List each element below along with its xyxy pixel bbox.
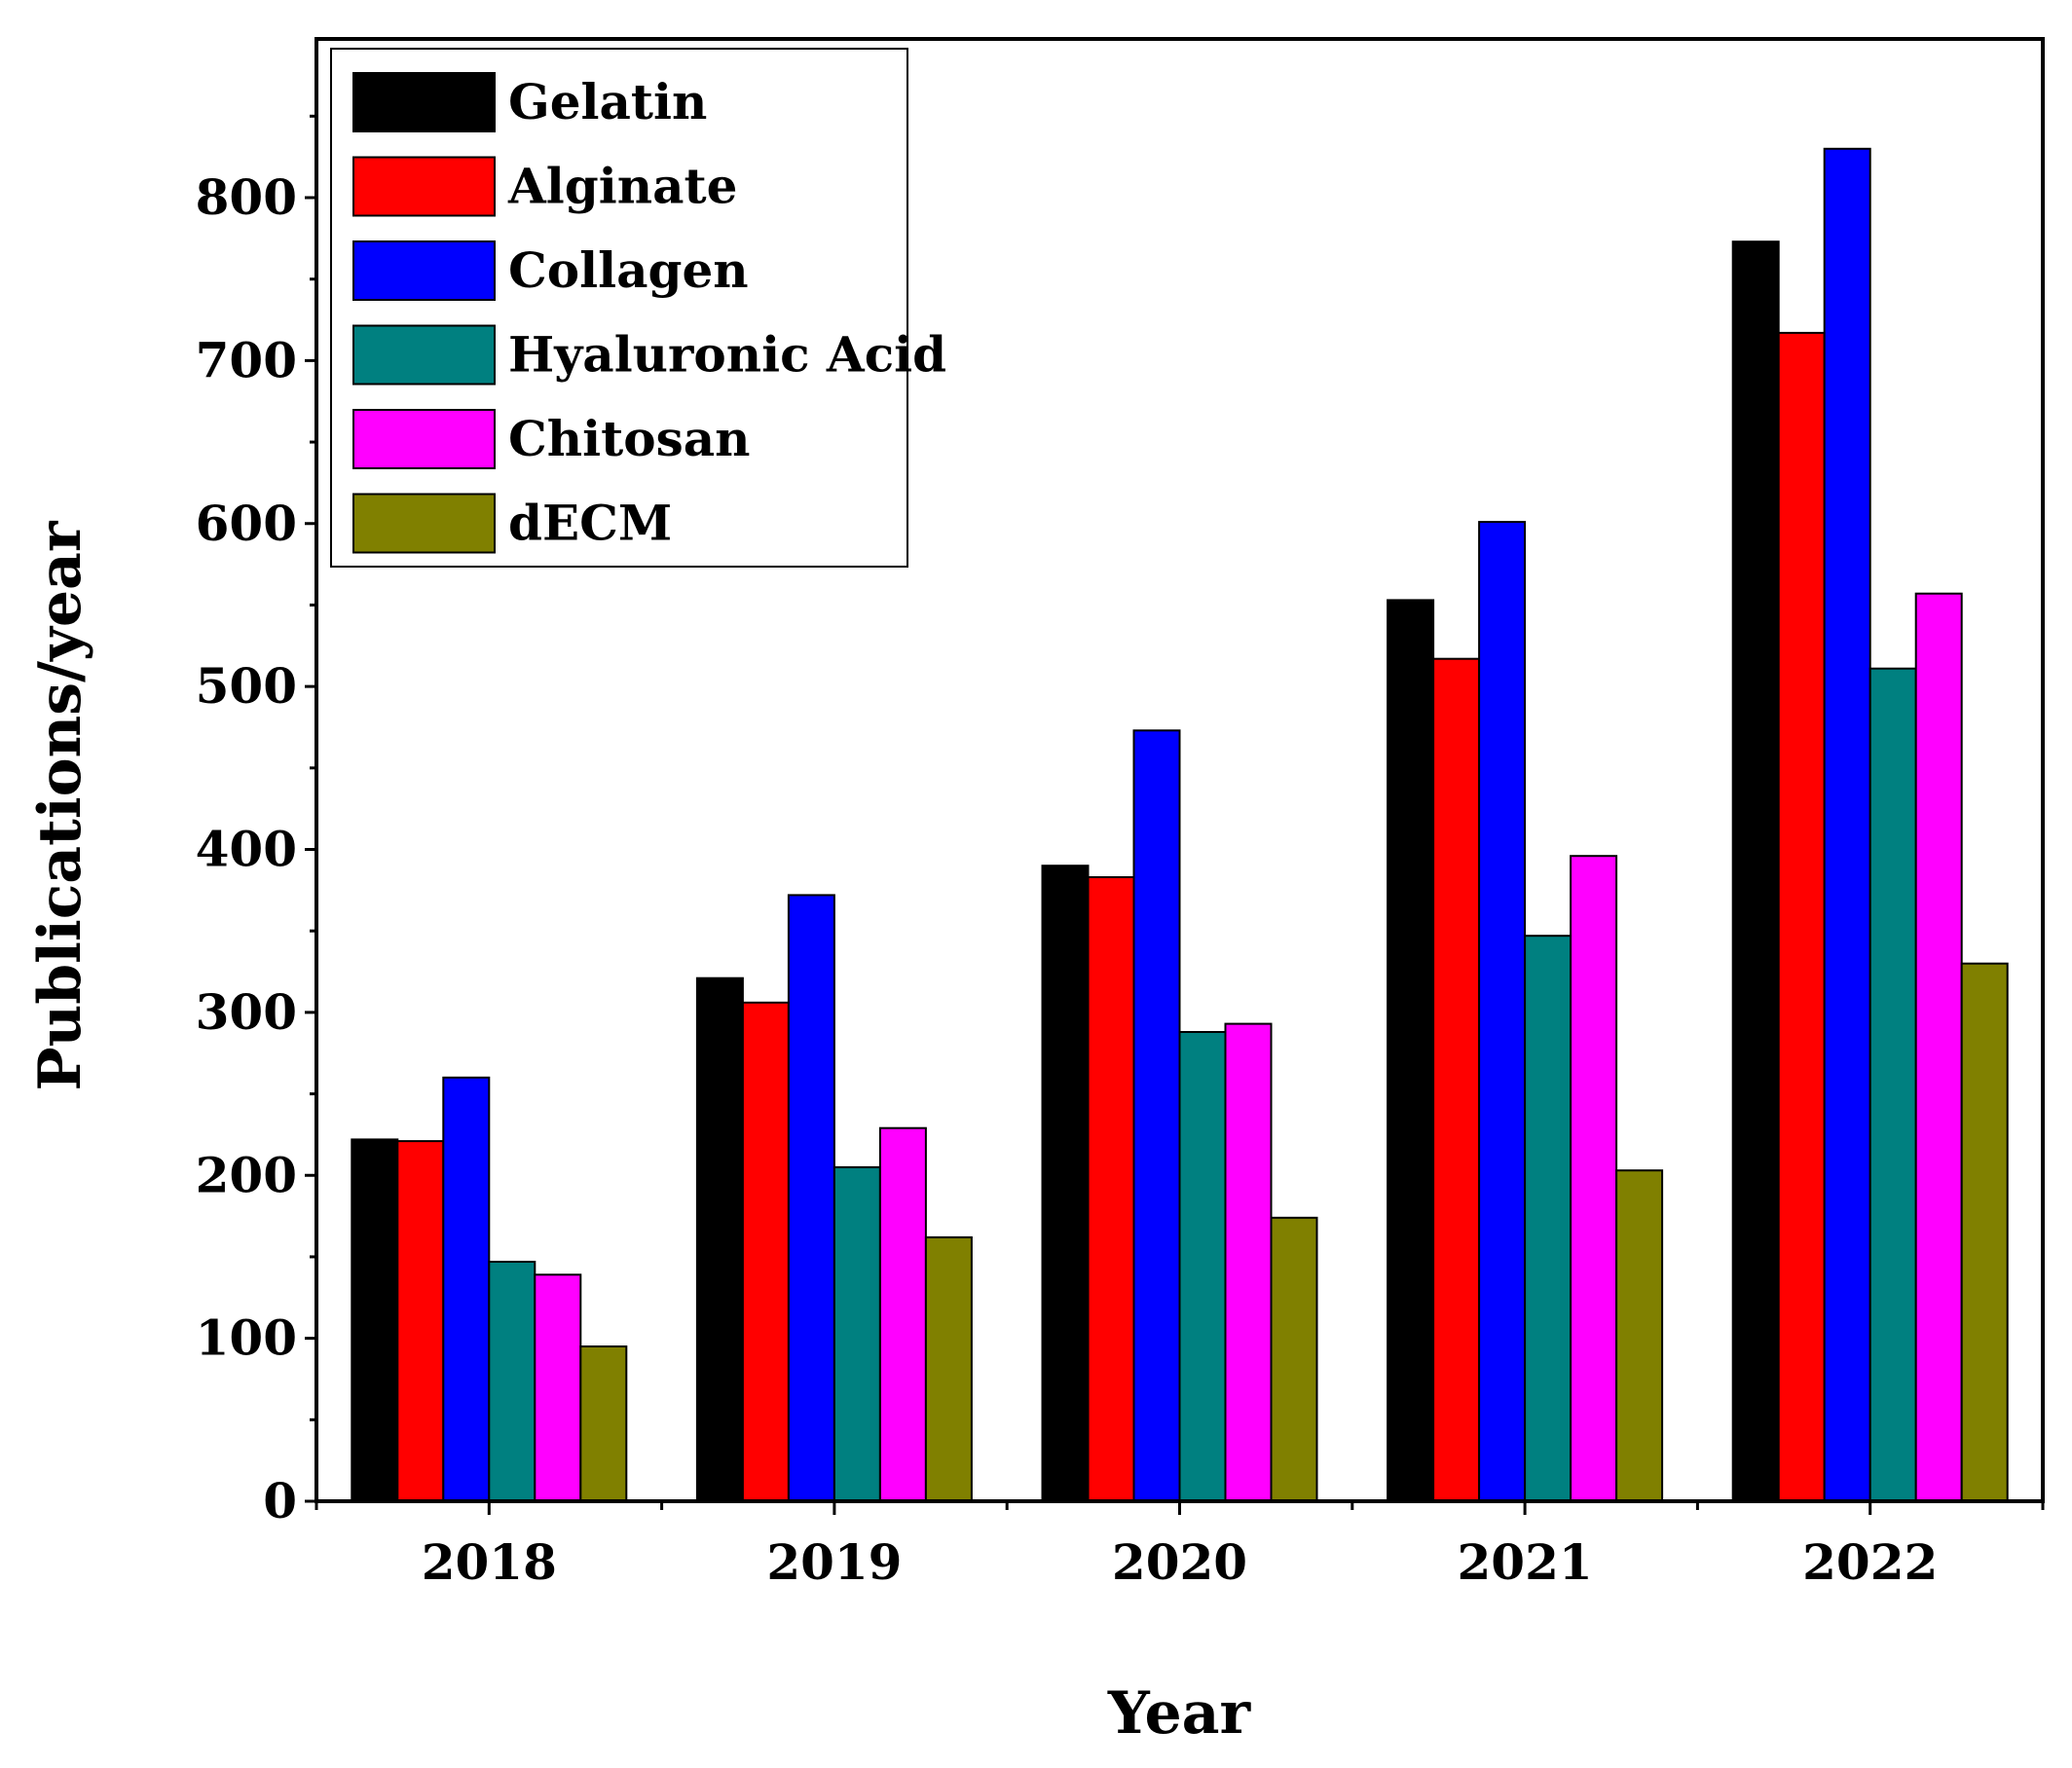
bar-gelatin-2018 [351,1138,399,1503]
bar-chitosan-2019 [878,1126,927,1502]
legend-label-alginate: Alginate [507,158,737,215]
bar-hyaluronic-acid-2020 [1178,1031,1227,1502]
bar-alginate-2020 [1087,876,1135,1502]
legend-swatch-gelatin [352,72,496,132]
legend-box [330,48,908,568]
bar-chitosan-2018 [534,1273,582,1503]
legend-label-decm: dECM [508,495,672,552]
x-tick-label: 2020 [1112,1533,1247,1591]
bar-gelatin-2020 [1041,865,1090,1502]
y-tick-label: 500 [196,657,297,715]
x-tick-label: 2018 [422,1533,557,1591]
y-tick-label: 700 [196,331,297,388]
bar-hyaluronic-acid-2022 [1868,667,1917,1502]
bar-chitosan-2022 [1914,592,1963,1502]
bar-gelatin-2021 [1387,599,1435,1502]
x-axis-title: Year [1107,1679,1252,1748]
x-tick-label: 2021 [1458,1533,1593,1591]
legend-swatch-hyaluronic-acid [352,324,496,386]
y-tick-label: 400 [196,821,297,878]
bar-decm-2018 [579,1345,628,1502]
bar-chitosan-2020 [1224,1022,1273,1502]
bar-decm-2022 [1960,962,2009,1502]
y-tick-label: 600 [196,495,297,552]
axes-layer: 0 100 200 300 400 500 600 700 800 2018 2019 2020 202… [196,114,2045,1591]
bars-layer [351,147,2009,1503]
y-tick-label: 0 [263,1472,297,1529]
x-tick-label: 2022 [1802,1533,1938,1591]
y-tick-label: 300 [196,983,297,1041]
bar-gelatin-2022 [1731,240,1780,1503]
bar-collagen-2019 [787,894,835,1502]
legend-swatch-alginate [352,156,496,217]
bar-hyaluronic-acid-2021 [1524,935,1572,1502]
bar-decm-2021 [1615,1169,1664,1502]
bar-alginate-2019 [741,1001,790,1503]
bar-collagen-2020 [1132,729,1181,1502]
legend-label-chitosan: Chitosan [508,410,751,467]
y-tick-label: 200 [196,1146,297,1203]
bar-decm-2020 [1270,1216,1318,1503]
bar-alginate-2018 [396,1140,445,1502]
legend-label-gelatin: Gelatin [508,73,707,130]
bar-alginate-2021 [1432,657,1481,1502]
x-tick-label: 2019 [766,1533,902,1591]
legend-label-collagen: Collagen [508,241,749,299]
bar-collagen-2021 [1478,521,1527,1502]
bar-collagen-2022 [1823,147,1871,1502]
legend-swatch-decm [352,493,496,554]
bar-chitosan-2021 [1570,855,1618,1502]
legend-label-hyaluronic-acid: Hyaluronic Acid [508,326,946,384]
bar-hyaluronic-acid-2019 [832,1165,881,1503]
legend: Gelatin Alginate Collagen Hyaluronic Acid Ch… [330,48,946,568]
bar-collagen-2018 [442,1076,491,1503]
y-axis-title: Publications/year [26,520,94,1090]
legend-swatch-chitosan [352,409,496,469]
bar-alginate-2022 [1777,331,1826,1502]
y-tick-label: 800 [196,168,297,226]
bar-gelatin-2019 [695,976,744,1502]
legend-swatch-collagen [352,240,496,301]
y-tick-label: 100 [196,1309,297,1367]
bar-decm-2019 [924,1235,973,1503]
bar-hyaluronic-acid-2018 [488,1261,536,1502]
